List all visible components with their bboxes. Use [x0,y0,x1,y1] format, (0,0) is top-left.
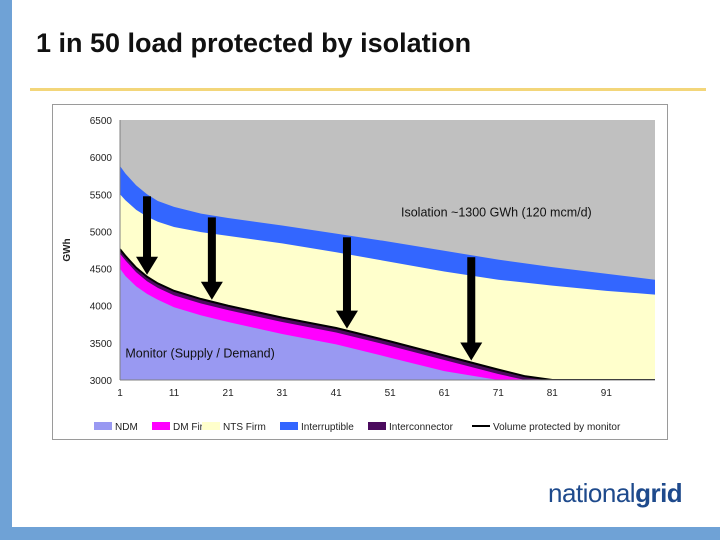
isolation-arrow-2 [200,217,223,300]
legend-item-volume-protected-by-monitor: Volume protected by monitor [472,422,621,433]
x-tick-label: 51 [385,388,397,399]
x-tick-label: 91 [601,388,613,399]
svg-text:NTS Firm: NTS Firm [223,422,266,433]
svg-text:DM Firm: DM Firm [173,422,211,433]
area-ndm [120,268,655,380]
title-underline [30,88,706,91]
logo-text-grid: grid [635,478,683,508]
y-tick-label: 5500 [90,190,113,201]
monitor-volume-line [120,248,655,380]
legend-item-nts-firm: NTS Firm [202,422,266,433]
y-tick-label: 6000 [90,153,113,164]
legend-item-interconnector: Interconnector [368,422,454,433]
svg-text:Interruptible: Interruptible [301,422,354,433]
svg-text:Interconnector: Interconnector [389,422,454,433]
slide-title: 1 in 50 load protected by isolation [36,28,472,58]
x-tick-label: 71 [493,388,505,399]
legend-item-interruptible: Interruptible [280,422,354,433]
x-tick-label: 31 [277,388,289,399]
y-axis-label: GWh [62,238,73,261]
isolation-arrow-3 [335,237,358,329]
y-tick-label: 5000 [90,227,113,238]
svg-text:Volume protected by monitor: Volume protected by monitor [493,422,621,433]
isolation-arrow-1 [136,196,159,275]
x-tick-label: 81 [547,388,559,399]
legend-item-ndm: NDM [94,422,138,433]
x-tick-label: 41 [331,388,343,399]
y-tick-label: 4500 [90,265,113,276]
left-accent-bar [0,0,12,540]
x-tick-label: 11 [169,388,180,399]
y-tick-label: 4000 [90,302,113,313]
logo-text-national: national [548,478,636,508]
x-tick-label: 1 [117,388,123,399]
x-tick-label: 21 [223,388,235,399]
isolation-arrow-4 [460,257,483,361]
y-tick-label: 3500 [90,339,113,350]
x-tick-label: 61 [439,388,451,399]
chart-container: 3000 3500 4000 4500 5000 5500 6000 6500 1 11 21 31 4… [52,104,668,440]
nationalgrid-logo: nationalgrid [548,478,683,509]
monitor-annotation: Monitor (Supply / Demand) [125,347,274,361]
y-tick-label: 3000 [90,376,113,387]
bottom-accent-bar [0,527,720,540]
isolation-annotation: Isolation ~1300 GWh (120 mcm/d) [401,206,592,220]
svg-text:NDM: NDM [115,422,138,433]
legend-item-dm-firm: DM Firm [152,422,211,433]
y-tick-label: 6500 [90,116,113,127]
